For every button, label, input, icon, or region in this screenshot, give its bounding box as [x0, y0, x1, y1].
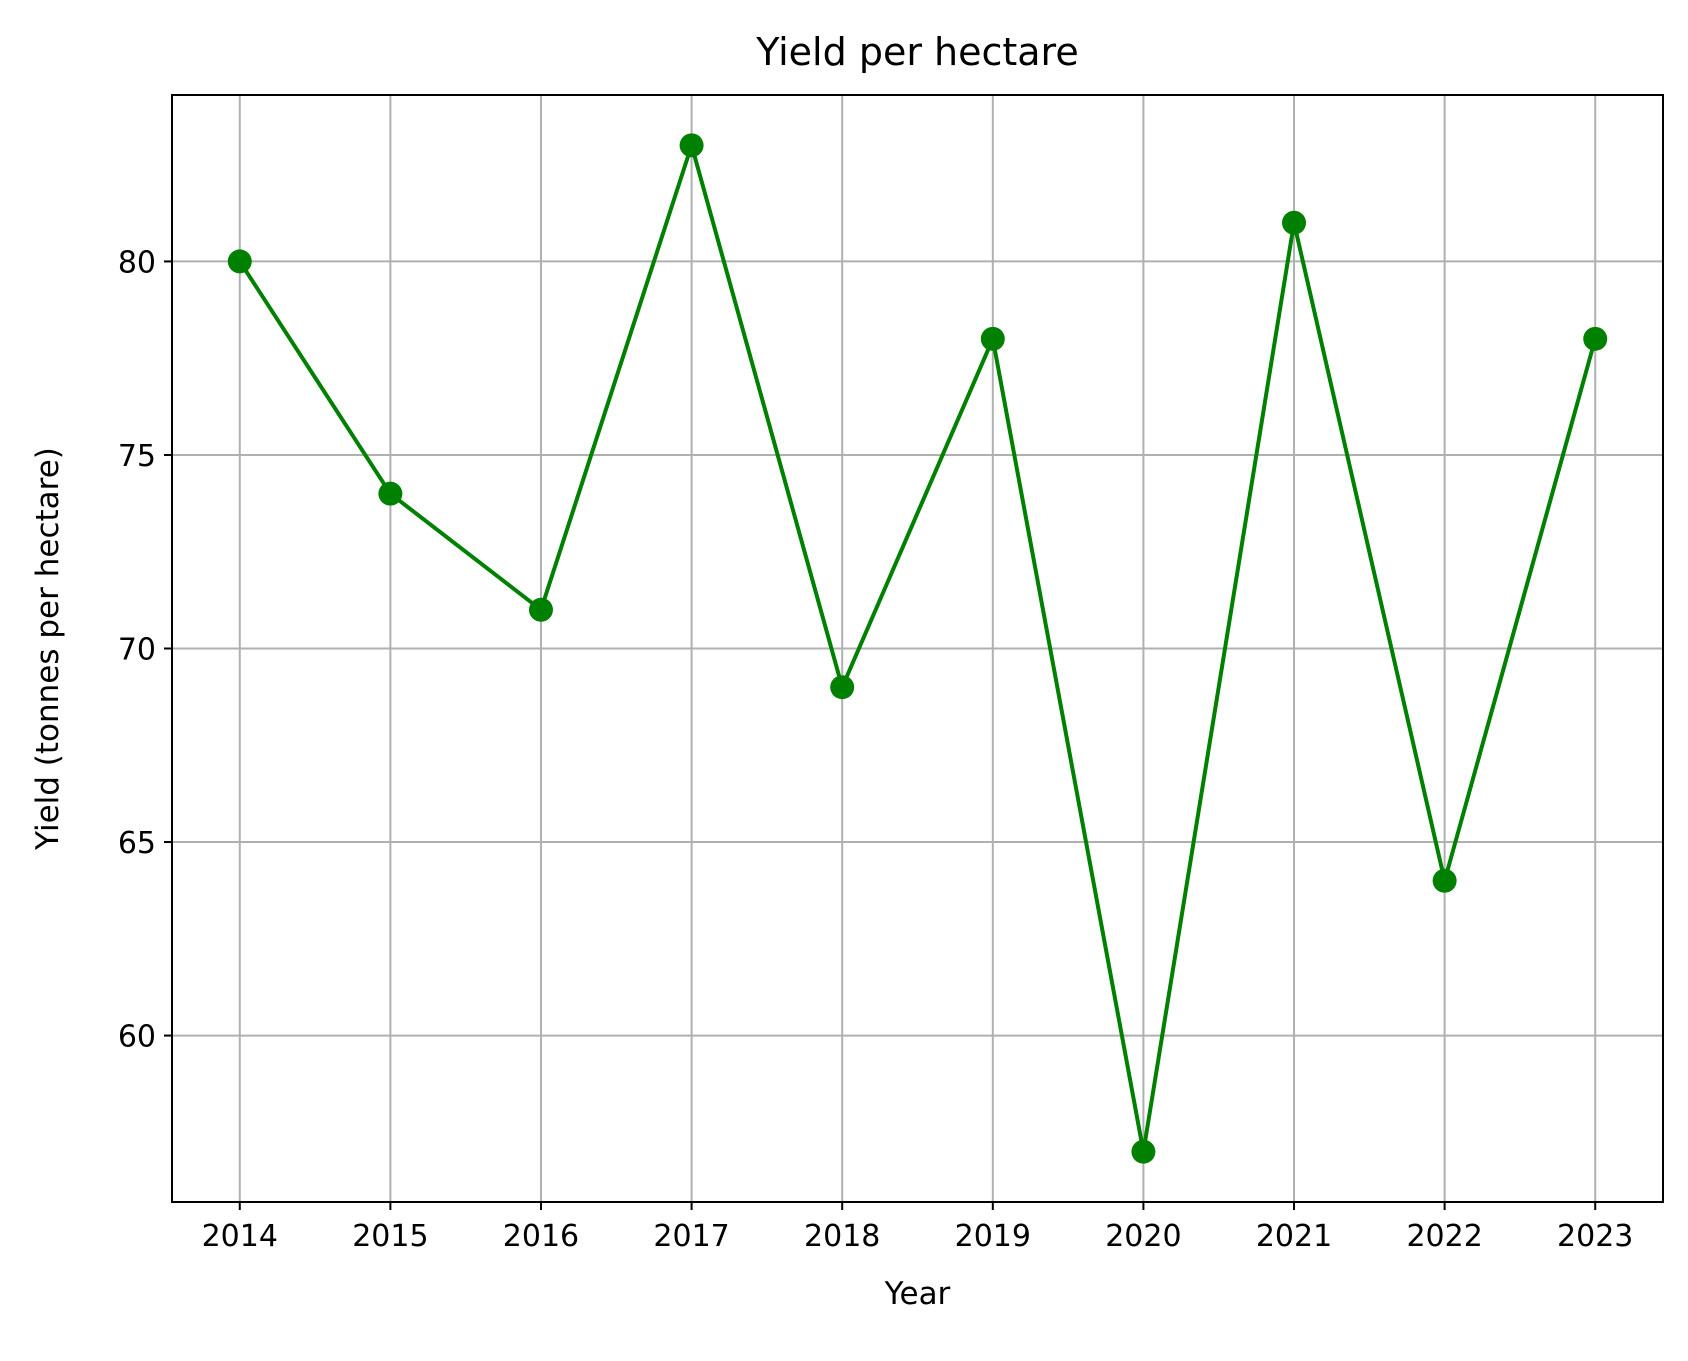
chart-title: Yield per hectare	[755, 30, 1078, 74]
y-tick-label: 80	[118, 245, 156, 280]
x-tick-label: 2015	[352, 1219, 428, 1254]
data-point	[980, 326, 1005, 351]
x-tick-label: 2021	[1256, 1219, 1332, 1254]
x-tick-label: 2014	[202, 1219, 278, 1254]
y-tick-label: 70	[118, 633, 156, 668]
data-point	[378, 481, 403, 506]
data-point	[227, 249, 252, 274]
data-point	[830, 675, 855, 700]
grid	[172, 95, 1663, 1202]
data-point	[1583, 326, 1608, 351]
y-tick-label: 60	[118, 1020, 156, 1055]
x-tick-label: 2016	[503, 1219, 579, 1254]
series-line	[238, 143, 1598, 1154]
x-axis-label: Year	[884, 1276, 951, 1312]
x-tick-label: 2020	[1105, 1219, 1181, 1254]
x-tick-label: 2022	[1406, 1219, 1482, 1254]
x-tick-label: 2018	[804, 1219, 880, 1254]
y-tick-label: 65	[118, 826, 156, 861]
data-point	[679, 133, 704, 158]
y-tick-label: 75	[118, 439, 156, 474]
data-point	[1282, 210, 1307, 235]
y-axis-label: Yield (tonnes per hectare)	[30, 447, 66, 851]
x-axis: 2014 2015 2016 2017 2018 2019 2020 2021 2022 2023	[202, 1202, 1633, 1254]
series-layer	[227, 133, 1608, 1164]
data-point	[1131, 1139, 1156, 1164]
data-point	[1432, 868, 1457, 893]
x-tick-label: 2017	[653, 1219, 729, 1254]
data-point	[528, 597, 553, 622]
x-tick-label: 2023	[1557, 1219, 1633, 1254]
y-axis: 60 65 70 75 80	[118, 245, 172, 1055]
x-tick-label: 2019	[955, 1219, 1031, 1254]
